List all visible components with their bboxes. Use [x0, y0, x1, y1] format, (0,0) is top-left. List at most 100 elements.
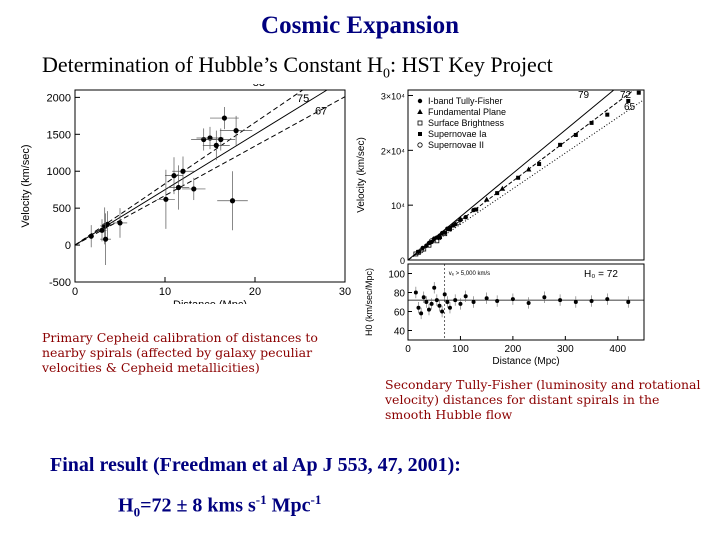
slide-subtitle: Determination of Hubble’s Constant H0: H… — [42, 52, 553, 82]
chart-c-point — [495, 299, 500, 304]
chart-b-point-3 — [605, 112, 610, 117]
chart-c-point — [453, 298, 458, 303]
chart-c-point — [413, 290, 418, 295]
chart-c-annotation-velocity: vₑ > 5,000 km/s — [449, 271, 490, 277]
chart-c-point — [421, 295, 426, 300]
chart-a-ytick-label: 2000 — [47, 92, 71, 104]
chart-a-ytick-label: -500 — [49, 277, 71, 289]
caption-left: Primary Cepheid calibration of distances… — [42, 330, 318, 375]
chart-b-point-1 — [457, 215, 464, 221]
chart-b-ytick-label: 10⁴ — [391, 201, 405, 211]
chart-b-point-3 — [474, 207, 479, 212]
chart-c-xtick-label: 400 — [609, 344, 626, 355]
chart-b-ytick-label: 0 — [400, 256, 405, 264]
chart-c-ytick-label: 100 — [388, 270, 405, 281]
chart-c-point — [416, 305, 421, 310]
chart-c-point — [440, 309, 445, 314]
chart-a-point — [103, 236, 109, 242]
chart-b-point-4 — [429, 238, 435, 244]
chart-c-frame — [407, 263, 645, 341]
chart-c-point — [573, 300, 578, 304]
chart-a-point — [117, 220, 123, 226]
chart-a-point — [175, 184, 182, 191]
chart-b-point-3 — [589, 120, 594, 125]
chart-c-point — [424, 300, 429, 304]
chart-b-point-4 — [436, 234, 443, 241]
chart-b-point-1 — [499, 185, 506, 191]
chart-b-line-label-79: 79 — [578, 90, 590, 101]
chart-a-line-label-83: 83 — [253, 84, 265, 89]
chart-a-point — [191, 186, 197, 192]
chart-c-ytick-label: 40 — [394, 327, 406, 338]
chart-b-point-1 — [449, 222, 456, 228]
chart-c-point — [419, 311, 424, 316]
chart-c-point — [558, 298, 563, 303]
chart-b-point-0 — [463, 215, 468, 220]
chart-a-point — [171, 173, 177, 179]
result-h: H — [118, 494, 134, 517]
chart-b-legend-label-3: Supernovae Ia — [428, 129, 487, 139]
hubble-constant-result: H0=72 ± 8 kms s-1 Mpc-1 — [118, 492, 321, 521]
chart-c-point — [458, 301, 463, 306]
chart-a-point — [180, 168, 186, 174]
chart-c-point — [432, 285, 437, 290]
chart-c-point — [589, 299, 594, 304]
chart-b-point-3 — [447, 227, 452, 232]
chart-c-point — [437, 303, 442, 308]
h0-vs-distance-chart: 0 100 200 300 400 40 60 80 100 Distance (Mpc) H0 (… — [364, 263, 645, 367]
chart-b-point-1 — [483, 196, 490, 202]
chart-a-xtick-label: 30 — [339, 286, 351, 298]
chart-c-point — [605, 297, 610, 302]
chart-b-point-3 — [573, 132, 578, 137]
chart-c-point — [463, 294, 468, 299]
chart-b-point-4 — [418, 248, 424, 254]
chart-c-point — [434, 298, 439, 303]
chart-a-xlabel: Distance (Mpc) — [173, 299, 247, 304]
chart-b-ytick-label: 3×10⁴ — [381, 91, 405, 101]
chart-b-point-3 — [495, 191, 500, 196]
chart-a-ytick-label: 1000 — [47, 166, 71, 178]
chart-b-line-label-72: 72 — [620, 90, 632, 101]
chart-b-ytick-label: 2×10⁴ — [381, 146, 405, 156]
chart-b-legend-marker-0 — [417, 98, 423, 104]
chart-a-point — [104, 221, 110, 227]
chart-c-xlabel: Distance (Mpc) — [492, 356, 559, 367]
chart-b-point-2 — [416, 249, 421, 255]
chart-a-xtick-label: 20 — [249, 286, 261, 298]
result-subscript: 0 — [133, 504, 141, 520]
result-unit: Mpc — [266, 494, 311, 517]
result-sup-1: -1 — [255, 492, 267, 507]
chart-b-legend-marker-1 — [417, 109, 423, 114]
chart-c-xtick-label: 100 — [452, 344, 469, 355]
chart-c-point — [510, 297, 515, 302]
chart-b-legend-label-1: Fundamental Plane — [428, 107, 506, 117]
subtitle-tail: : HST Key Project — [389, 52, 553, 77]
chart-b-point-3 — [558, 142, 563, 147]
chart-a-ytick-label: 0 — [65, 240, 71, 252]
chart-c-ylabel: H0 (km/sec/Mpc) — [364, 268, 374, 336]
chart-b-point-2 — [426, 242, 432, 248]
chart-b-ylabel: Velocity (km/sec) — [356, 137, 367, 213]
chart-c-point — [626, 300, 631, 304]
chart-a-point — [221, 115, 227, 121]
chart-c-ytick-label: 60 — [394, 308, 406, 319]
chart-c-point — [471, 300, 476, 304]
chart-b-hubble-line-72 — [407, 89, 635, 261]
chart-b-legend-marker-2 — [417, 120, 423, 126]
chart-b-point-3 — [537, 162, 542, 167]
chart-a-ylabel: Velocity (km/sec) — [20, 144, 32, 227]
chart-a-point — [88, 233, 94, 239]
chart-c-point — [445, 300, 450, 304]
chart-c-xtick-label: 0 — [405, 344, 411, 355]
slide-title: Cosmic Expansion — [261, 12, 459, 39]
chart-b-point-1 — [525, 166, 532, 172]
result-value: =72 ± 8 kms s — [140, 494, 256, 517]
chart-b-legend-label-4: Supernovae II — [428, 140, 484, 150]
chart-b-point-4 — [455, 220, 461, 226]
chart-a-point — [233, 128, 239, 134]
chart-c-point — [426, 307, 431, 312]
chart-b-point-0 — [442, 230, 447, 235]
chart-a-xtick-label: 0 — [72, 286, 78, 298]
chart-b-point-3 — [626, 98, 631, 103]
